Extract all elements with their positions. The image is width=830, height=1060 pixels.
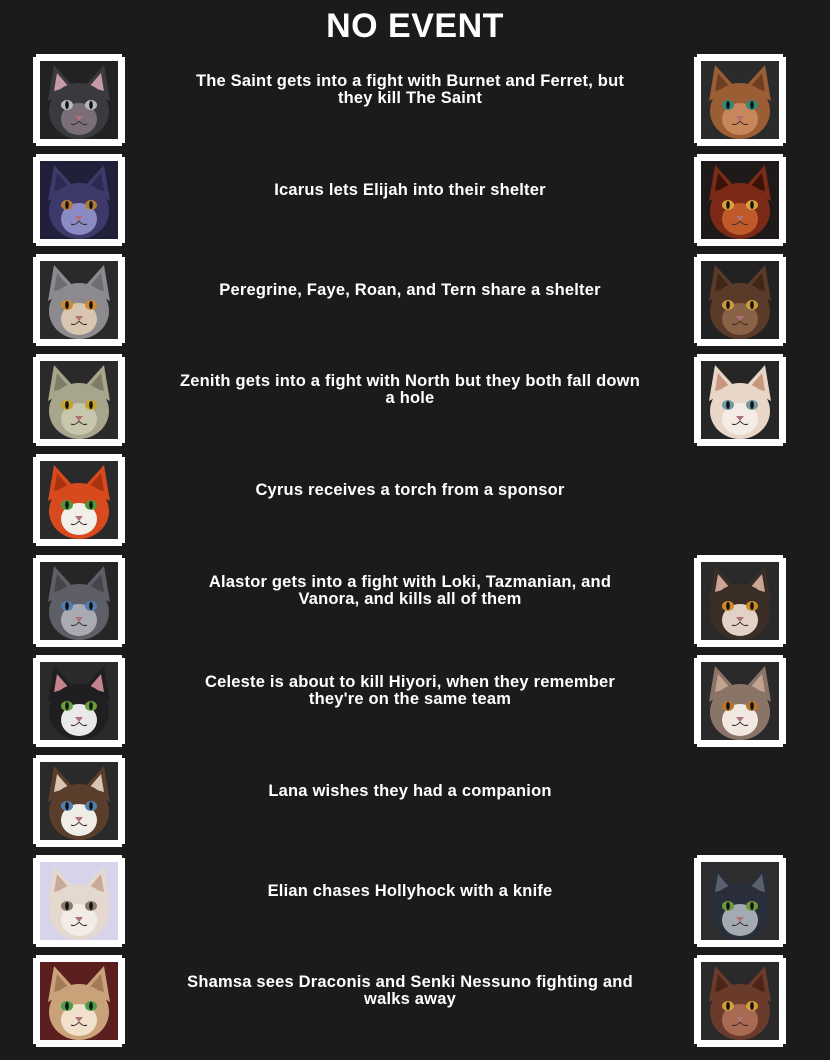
tribute-portrait-frame (694, 54, 786, 146)
celeste-portrait (40, 662, 118, 740)
hiyori-portrait (701, 662, 779, 740)
tribute-portrait-frame (694, 955, 786, 1047)
hollyhock-portrait (701, 862, 779, 940)
event-row: Shamsa sees Draconis and Senki Nessuno f… (0, 955, 830, 1047)
north-portrait (701, 361, 779, 439)
event-row: Cyrus receives a torch from a sponsor (0, 454, 830, 546)
elijah-portrait (701, 161, 779, 239)
page-title: NO EVENT (326, 7, 504, 45)
event-text: Shamsa sees Draconis and Senki Nessuno f… (187, 973, 633, 1008)
tribute-portrait-frame (694, 254, 786, 346)
tribute-portrait-frame (694, 855, 786, 947)
event-text: Alastor gets into a fight with Loki, Taz… (208, 573, 612, 608)
tribute-portrait-frame (33, 655, 125, 747)
elian-portrait (40, 862, 118, 940)
loki-portrait (701, 562, 779, 640)
tribute-portrait-frame (694, 655, 786, 747)
tern-portrait (701, 261, 779, 339)
event-row: The Saint gets into a fight with Burnet … (0, 54, 830, 146)
event-row: Elian chases Hollyhock with a knife (0, 855, 830, 947)
event-text: Celeste is about to kill Hiyori, when th… (205, 673, 615, 708)
the-saint-portrait (40, 61, 118, 139)
event-text: Lana wishes they had a companion (268, 781, 552, 800)
event-text: The Saint gets into a fight with Burnet … (195, 72, 625, 107)
cyrus-portrait (40, 461, 118, 539)
shamsa-portrait (40, 962, 118, 1040)
event-row: Celeste is about to kill Hiyori, when th… (0, 655, 830, 747)
tribute-portrait-frame (33, 555, 125, 647)
tribute-portrait-frame (33, 254, 125, 346)
icarus-portrait (40, 161, 118, 239)
event-text: Zenith gets into a fight with North but … (180, 372, 640, 407)
tribute-portrait-frame (33, 855, 125, 947)
event-row: Zenith gets into a fight with North but … (0, 354, 830, 446)
event-text: Elian chases Hollyhock with a knife (267, 881, 553, 900)
alastor-portrait (40, 562, 118, 640)
event-text: Icarus lets Elijah into their shelter (274, 180, 546, 199)
tribute-portrait-frame (33, 354, 125, 446)
lana-portrait (40, 762, 118, 840)
event-text: Peregrine, Faye, Roan, and Tern share a … (219, 280, 601, 299)
event-row: Alastor gets into a fight with Loki, Taz… (0, 555, 830, 647)
tribute-portrait-frame (33, 755, 125, 847)
tribute-portrait-frame (694, 154, 786, 246)
tribute-portrait-frame (33, 54, 125, 146)
zenith-portrait (40, 361, 118, 439)
tribute-portrait-frame (33, 154, 125, 246)
event-text: Cyrus receives a torch from a sponsor (255, 480, 565, 499)
peregrine-portrait (40, 261, 118, 339)
tribute-portrait-frame (694, 354, 786, 446)
tribute-portrait-frame (694, 555, 786, 647)
tribute-portrait-frame (33, 454, 125, 546)
event-row: Icarus lets Elijah into their shelter (0, 154, 830, 246)
event-row: Peregrine, Faye, Roan, and Tern share a … (0, 254, 830, 346)
burnet-portrait (701, 61, 779, 139)
tribute-portrait-frame (33, 955, 125, 1047)
event-row: Lana wishes they had a companion (0, 755, 830, 847)
draconis-portrait (701, 962, 779, 1040)
